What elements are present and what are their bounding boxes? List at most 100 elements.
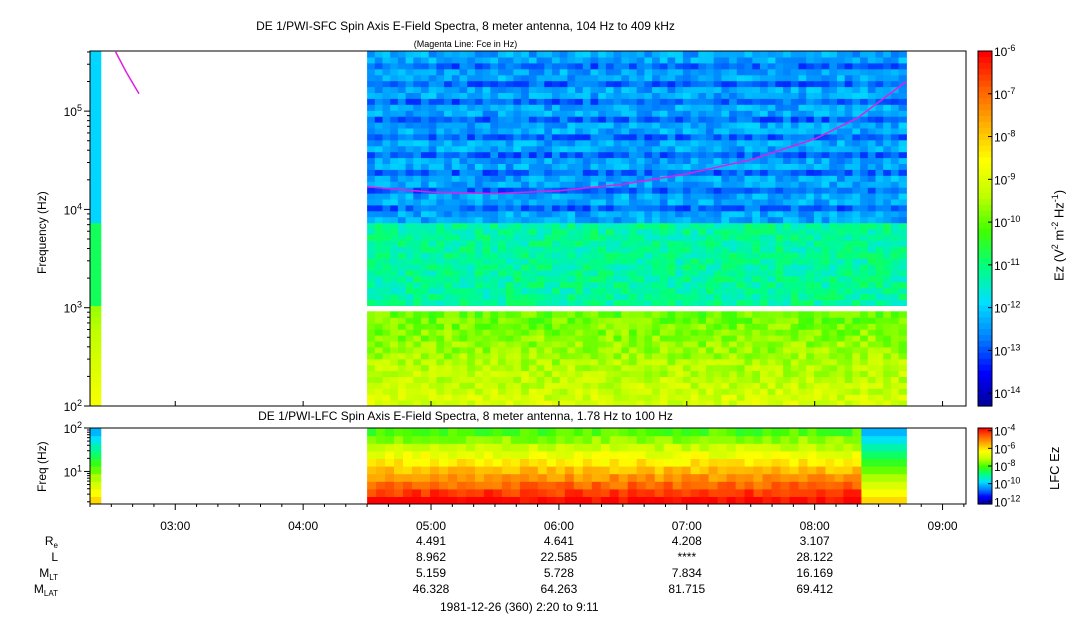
spectrogram-cell: [813, 275, 823, 283]
spectrogram-cell: [367, 382, 376, 389]
spectrogram-cell: [613, 104, 622, 111]
spectrogram-cell: [636, 98, 645, 105]
spectrogram-cell: [513, 163, 522, 170]
spectrogram-cell: [490, 388, 499, 395]
spectrogram-cell: [90, 157, 102, 164]
spectrogram-cell: [474, 269, 484, 277]
spectrogram-cell: [867, 62, 877, 70]
spectrogram-cell: [567, 98, 576, 105]
spectrogram-cell: [844, 400, 853, 406]
spectrogram-cell: [582, 92, 592, 99]
spectrogram-cell: [636, 193, 645, 200]
lfc-spectrogram-cell: [90, 488, 102, 497]
spectrogram-cell: [752, 110, 761, 117]
lfc-spectrogram-cell: [645, 435, 656, 444]
spectrogram-cell: [367, 163, 376, 170]
spectrogram-cell: [605, 157, 615, 164]
spectrogram-cell: [890, 382, 900, 389]
lfc-spectrogram-cell: [843, 488, 853, 497]
spectrogram-cell: [629, 317, 638, 324]
spectrogram-cell: [421, 187, 430, 194]
spectrogram-cell: [513, 51, 522, 58]
lfc-spectrogram-cell: [708, 450, 719, 459]
spectrogram-cell: [629, 246, 638, 253]
spectrogram-cell: [667, 139, 676, 147]
lfc-spectrogram-cell: [852, 443, 862, 452]
spectrogram-cell: [798, 228, 807, 235]
spectrogram-cell: [397, 364, 407, 372]
spectrogram-cell: [798, 287, 807, 295]
spectrogram-cell: [390, 287, 399, 295]
spectrogram-cell: [829, 157, 838, 164]
spectrogram-cell: [567, 51, 576, 58]
spectrogram-cell: [644, 394, 653, 401]
spectrogram-cell: [760, 376, 769, 383]
spectrogram-cell: [675, 157, 684, 164]
spectrogram-cell: [513, 133, 522, 141]
spectrogram-cell: [713, 127, 722, 135]
spectrogram-cell: [682, 376, 692, 383]
spectrogram-cell: [698, 329, 707, 336]
lfc-spectrogram-cell: [483, 466, 494, 475]
spectrogram-cell: [813, 281, 823, 289]
spectrogram-cell: [760, 74, 769, 82]
spectrogram-cell: [867, 240, 877, 247]
lfc-spectrogram-cell: [430, 443, 440, 452]
spectrogram-cell: [367, 193, 376, 200]
spectrogram-cell: [667, 287, 676, 295]
spectrogram-cell: [706, 258, 715, 265]
spectrogram-cell: [852, 376, 861, 383]
spectrogram-cell: [736, 299, 746, 306]
spectrogram-cell: [428, 388, 437, 395]
spectrogram-cell: [413, 92, 422, 99]
spectrogram-cell: [382, 74, 391, 82]
lfc-spectrogram-cell: [852, 466, 862, 475]
spectrogram-cell: [682, 340, 692, 348]
spectrogram-cell: [713, 116, 722, 123]
spectrogram-cell: [736, 110, 746, 117]
spectrogram-cell: [837, 56, 846, 64]
spectrogram-cell: [397, 122, 407, 129]
spectrogram-cell: [397, 56, 407, 64]
spectrogram-cell: [867, 51, 877, 58]
spectrogram-cell: [490, 346, 499, 354]
spectrogram-cell: [505, 364, 514, 372]
spectrogram-cell: [382, 68, 391, 76]
spectrogram-cell: [652, 222, 661, 230]
spectrogram-cell: [690, 157, 699, 164]
lfc-spectrogram-cell: [816, 496, 826, 504]
spectrogram-cell: [860, 240, 869, 247]
spectrogram-cell: [390, 228, 399, 235]
spectrogram-cell: [629, 204, 638, 212]
spectrogram-cell: [544, 92, 553, 99]
spectrogram-cell: [582, 400, 592, 406]
spectrogram-cell: [675, 400, 684, 406]
spectrogram-cell: [682, 222, 692, 230]
spectrogram-cell: [382, 346, 391, 354]
lfc-spectrogram-cell: [861, 496, 871, 504]
spectrogram-cell: [575, 86, 584, 93]
spectrogram-cell: [682, 216, 692, 224]
spectrogram-cell: [521, 127, 530, 135]
spectrogram-cell: [374, 116, 384, 123]
spectrogram-cell: [752, 163, 761, 170]
spectrogram-cell: [636, 340, 645, 348]
spectrogram-cell: [636, 204, 645, 212]
spectrogram-cell: [744, 335, 753, 342]
spectrogram-cell: [890, 370, 900, 377]
lfc-spectrogram-cell: [582, 488, 593, 497]
lfc-spectrogram-cell: [430, 496, 440, 504]
spectrogram-cell: [890, 317, 900, 324]
spectrogram-cell: [783, 364, 792, 372]
lfc-spectrogram-cell: [474, 481, 485, 490]
spectrogram-cell: [829, 181, 838, 188]
spectrogram-cell: [744, 299, 753, 306]
spectrogram-cell: [367, 145, 376, 153]
spectrogram-cell: [652, 198, 661, 206]
spectrogram-cell: [690, 299, 699, 306]
spectrogram-cell: [752, 346, 761, 354]
spectrogram-cell: [837, 258, 846, 265]
spectrogram-cell: [621, 175, 630, 182]
spectrogram-cell: [806, 228, 815, 235]
spectrogram-cell: [90, 216, 102, 224]
